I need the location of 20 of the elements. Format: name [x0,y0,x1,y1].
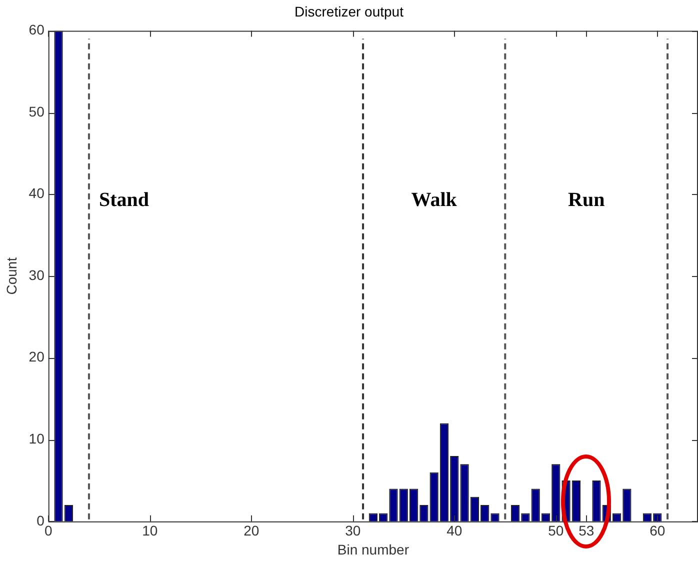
x-tick-label: 40 [446,522,462,539]
y-tick-label: 20 [28,348,45,365]
annotation: Walk [411,188,458,211]
x-tick-label: 60 [650,522,666,539]
y-tick-label: 0 [36,512,45,528]
x-tick-label: 20 [244,522,260,539]
y-tick-label: 50 [28,103,45,120]
x-tick-label: 30 [345,522,361,539]
x-tick-label: 53 [578,522,594,539]
y-tick-label: 10 [28,430,45,446]
x-tick-label: 50 [548,522,564,539]
y-axis-title: Count [3,257,20,295]
y-tick-label: 60 [28,22,45,38]
annotation: Stand [98,188,150,211]
annotation: Run [568,188,605,211]
chart-title: Discretizer output [294,3,404,20]
y-tick-label: 30 [28,266,45,283]
x-axis-title: Bin number [337,541,410,558]
x-tick-label: 10 [142,522,158,539]
y-tick-label: 40 [28,185,45,202]
